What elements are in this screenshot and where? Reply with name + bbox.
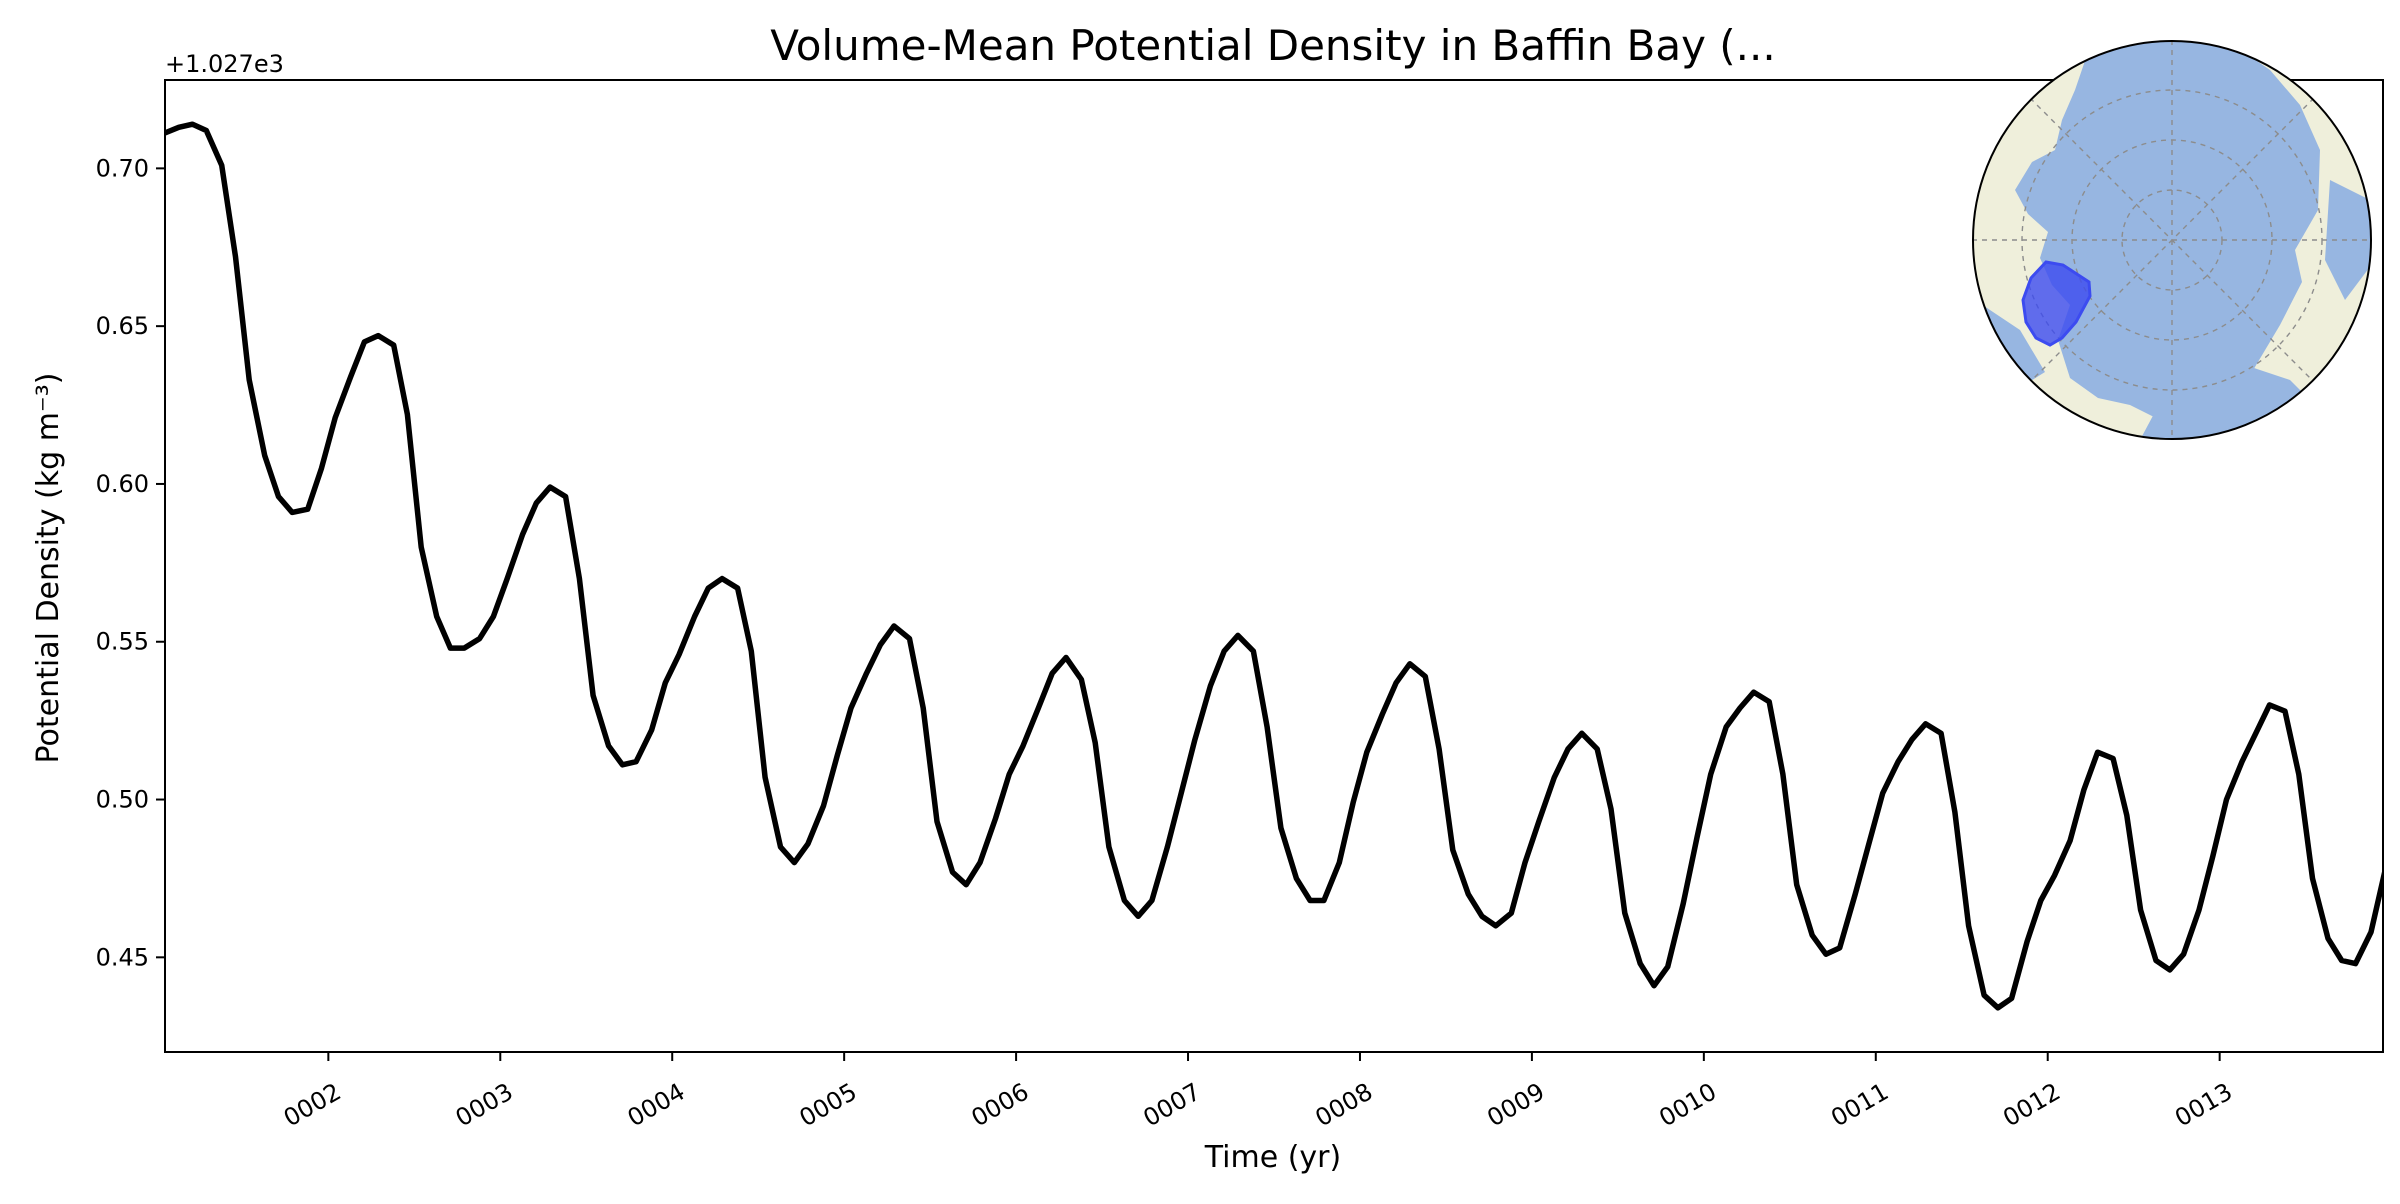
map-ocean <box>2015 41 2320 420</box>
chart-title: Volume-Mean Potential Density in Baffin … <box>770 21 1775 70</box>
x-tick-label: 0012 <box>1998 1077 2065 1132</box>
x-tick-label: 0004 <box>623 1077 690 1132</box>
y-tick-label: 0.65 <box>96 312 149 340</box>
plot-area-frame <box>164 79 2384 1053</box>
x-tick-label: 0008 <box>1310 1077 1377 1132</box>
y-tick-label: 0.45 <box>96 943 149 971</box>
map-ocean-east <box>2325 180 2371 300</box>
x-tick-label: 0009 <box>1482 1077 1549 1132</box>
y-tick-label: 0.70 <box>96 154 149 182</box>
x-tick-label: 0005 <box>795 1077 862 1132</box>
x-tick-label: 0002 <box>279 1077 346 1132</box>
y-tick-label: 0.50 <box>96 786 149 814</box>
x-axis-label: Time (yr) <box>1204 1140 1341 1175</box>
baffin-bay-region <box>2021 260 2092 347</box>
x-tick-label: 0003 <box>451 1077 518 1132</box>
x-tick-label: 0011 <box>1826 1077 1893 1132</box>
map-gridlines <box>1973 41 2371 439</box>
x-tick-label: 0013 <box>2170 1077 2237 1132</box>
map-globe-outline <box>1972 40 2372 440</box>
x-tick-label: 0010 <box>1654 1077 1721 1132</box>
y-tick-label: 0.55 <box>96 628 149 656</box>
inset-polar-map <box>1972 40 2372 440</box>
x-tick-label: 0007 <box>1139 1077 1206 1132</box>
axis-ticks: 0.45 0.50 0.55 0.60 0.65 0.70 0002 0003 0004 0005… <box>96 154 2237 1132</box>
y-tick-label: 0.60 <box>96 470 149 498</box>
x-tick-label: 0006 <box>967 1077 1034 1132</box>
density-series-line <box>165 121 2383 1011</box>
y-axis-label: Potential Density (kg m⁻³) <box>31 373 66 764</box>
y-axis-offset-label: +1.027e3 <box>165 50 284 78</box>
plot-clip-region <box>165 121 2383 1011</box>
